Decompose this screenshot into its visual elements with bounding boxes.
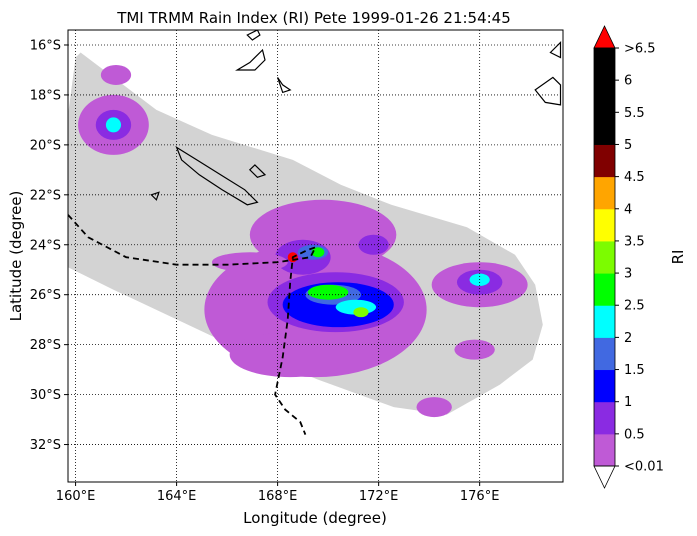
colorbar-segment-2 xyxy=(594,369,615,403)
x-tick-label: 168°E xyxy=(258,489,298,504)
colorbar-segment-8 xyxy=(594,176,615,210)
colorbar-tick-label: 2 xyxy=(624,331,632,346)
colorbar-tick-label: >6.5 xyxy=(624,42,656,57)
colorbar-tick-label: 4 xyxy=(624,202,632,217)
y-tick-label: 22°S xyxy=(30,188,61,203)
rain-cell-23 xyxy=(211,252,288,273)
rain-cell-21 xyxy=(416,397,452,418)
colorbar-segment-3 xyxy=(594,337,615,371)
x-tick-label: 172°E xyxy=(359,489,399,504)
colorbar-label: RI xyxy=(669,250,687,265)
y-tick-label: 28°S xyxy=(30,338,61,353)
land-outline-3 xyxy=(235,48,266,71)
rain-cell-10 xyxy=(307,284,349,300)
rain-cell-3 xyxy=(100,64,132,85)
colorbar-tick-label: 5.5 xyxy=(624,106,645,121)
colorbar-tick-label: 3 xyxy=(624,267,632,282)
graticule xyxy=(68,30,563,482)
colorbar-segment-11 xyxy=(594,80,615,113)
x-axis-label: Longitude (degree) xyxy=(243,509,387,527)
land-outline-4 xyxy=(277,77,292,94)
rain-cell-17 xyxy=(358,234,389,255)
colorbar-segment-0 xyxy=(594,433,615,467)
y-tick-label: 20°S xyxy=(30,138,61,153)
colorbar-over-arrow xyxy=(593,25,616,49)
y-tick-label: 32°S xyxy=(30,438,61,453)
rain-cell-15 xyxy=(311,247,325,258)
colorbar-tick-label: 4.5 xyxy=(624,170,645,185)
x-axis-ticks: 160°E 164°E 168°E 172°E 176°E xyxy=(56,482,500,504)
land-outline-7 xyxy=(549,41,562,59)
y-tick-label: 16°S xyxy=(30,38,61,53)
colorbar-segment-10 xyxy=(594,112,615,145)
colorbar-segment-12 xyxy=(594,48,615,81)
land-outline-0 xyxy=(175,145,259,206)
colorbar-segment-9 xyxy=(594,144,615,178)
plot-area: 160°E 164°E 168°E 172°E 176°E 16°S 18°S 20°S 22… xyxy=(30,29,564,504)
rain-cell-22 xyxy=(454,339,495,360)
x-tick-label: 160°E xyxy=(56,489,96,504)
colorbar-tick-label: 0.5 xyxy=(624,427,645,442)
colorbar-segment-7 xyxy=(594,208,615,242)
colorbar-segment-5 xyxy=(594,273,615,306)
y-tick-label: 24°S xyxy=(30,238,61,253)
land-outline-2 xyxy=(150,191,160,201)
colorbar-tick-label: 2.5 xyxy=(624,299,645,314)
coastlines xyxy=(150,30,562,206)
y-axis-label: Latitude (degree) xyxy=(7,191,25,322)
colorbar-tick-label: 5 xyxy=(624,138,632,153)
colorbar: <0.01 0.5 1 1.5 2 2.5 3 3.5 4 4.5 5 5.5 6 >6.5 xyxy=(593,25,664,489)
x-tick-label: 176°E xyxy=(460,489,500,504)
x-tick-label: 164°E xyxy=(157,489,197,504)
plot-frame xyxy=(67,29,564,483)
colorbar-tick-label: <0.01 xyxy=(624,460,664,475)
rain-index-cells xyxy=(78,64,528,418)
y-tick-label: 18°S xyxy=(30,88,61,103)
colorbar-tick-label: 1 xyxy=(624,395,632,410)
colorbar-tick-label: 3.5 xyxy=(624,234,645,249)
colorbar-segment-6 xyxy=(594,240,615,274)
rain-cell-12 xyxy=(353,307,369,318)
y-tick-label: 26°S xyxy=(30,288,61,303)
colorbar-segment-1 xyxy=(594,401,615,435)
colorbar-tick-label: 6 xyxy=(624,74,632,89)
y-tick-label: 30°S xyxy=(30,388,61,403)
colorbar-under-arrow xyxy=(593,465,616,489)
land-outline-1 xyxy=(248,164,267,178)
colorbar-segment-4 xyxy=(594,305,615,338)
colorbar-frame xyxy=(593,47,616,467)
y-axis-ticks: 16°S 18°S 20°S 22°S 24°S 26°S 28°S 30°S 32°S xyxy=(30,38,68,453)
chart-title: TMI TRMM Rain Index (RI) Pete 1999-01-26… xyxy=(116,9,511,27)
land-outline-5 xyxy=(246,30,261,41)
colorbar-tick-label: 1.5 xyxy=(624,363,645,378)
rain-cell-2 xyxy=(105,117,122,133)
rain-cell-6 xyxy=(229,332,351,378)
